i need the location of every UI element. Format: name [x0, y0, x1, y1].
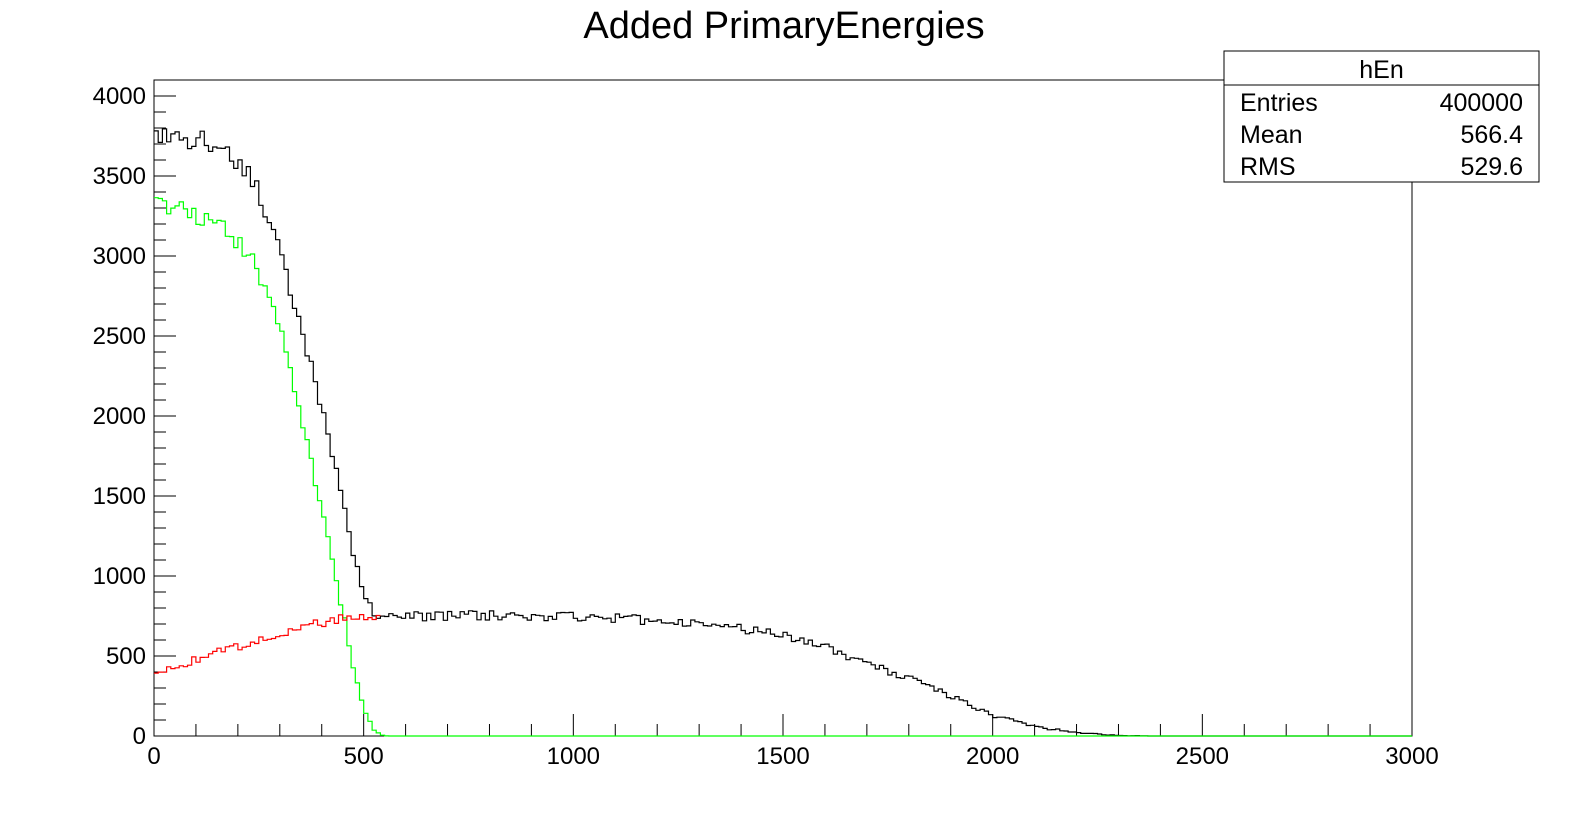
x-tick-label: 500 [344, 743, 384, 770]
y-tick-label: 2500 [93, 323, 146, 350]
y-tick-label: 0 [133, 723, 146, 750]
plot-frame [153, 79, 1413, 737]
x-tick-label: 0 [147, 743, 160, 770]
x-tick-label: 2500 [1176, 743, 1229, 770]
stats-value: 566.4 [1460, 121, 1523, 149]
stats-value: 529.6 [1460, 153, 1523, 181]
y-tick-label: 4000 [93, 83, 146, 110]
series-3-line [154, 614, 381, 674]
stats-box: hEn Entries 400000 Mean 566.4 RMS 529.6 [1223, 50, 1540, 183]
x-tick-label: 1500 [756, 743, 809, 770]
series-1-line [154, 128, 1412, 737]
y-axis: 0 500 1000 1500 2000 2500 3000 3500 4000 [93, 79, 176, 750]
x-tick-label: 3000 [1385, 743, 1438, 770]
stats-value: 400000 [1440, 89, 1523, 117]
series-2-line [154, 197, 1412, 737]
x-tick-label: 2000 [966, 743, 1019, 770]
series-layer [154, 128, 1412, 737]
y-tick-label: 3000 [93, 243, 146, 270]
x-tick-label: 1000 [547, 743, 600, 770]
y-tick-label: 2000 [93, 403, 146, 430]
stats-label: Entries [1240, 89, 1318, 117]
y-tick-label: 1000 [93, 563, 146, 590]
stats-label: RMS [1240, 153, 1296, 181]
y-tick-label: 1500 [93, 483, 146, 510]
stats-box-frame [1223, 50, 1540, 183]
y-tick-label: 3500 [93, 163, 146, 190]
y-tick-label: 500 [106, 643, 146, 670]
stats-rows: Entries 400000 Mean 566.4 RMS 529.6 [1240, 89, 1523, 181]
x-axis: 0 500 1000 1500 2000 2500 3000 [147, 714, 1439, 770]
stats-box-title: hEn [1359, 56, 1403, 84]
stats-label: Mean [1240, 121, 1303, 149]
chart-title: Added PrimaryEnergies [583, 5, 984, 47]
